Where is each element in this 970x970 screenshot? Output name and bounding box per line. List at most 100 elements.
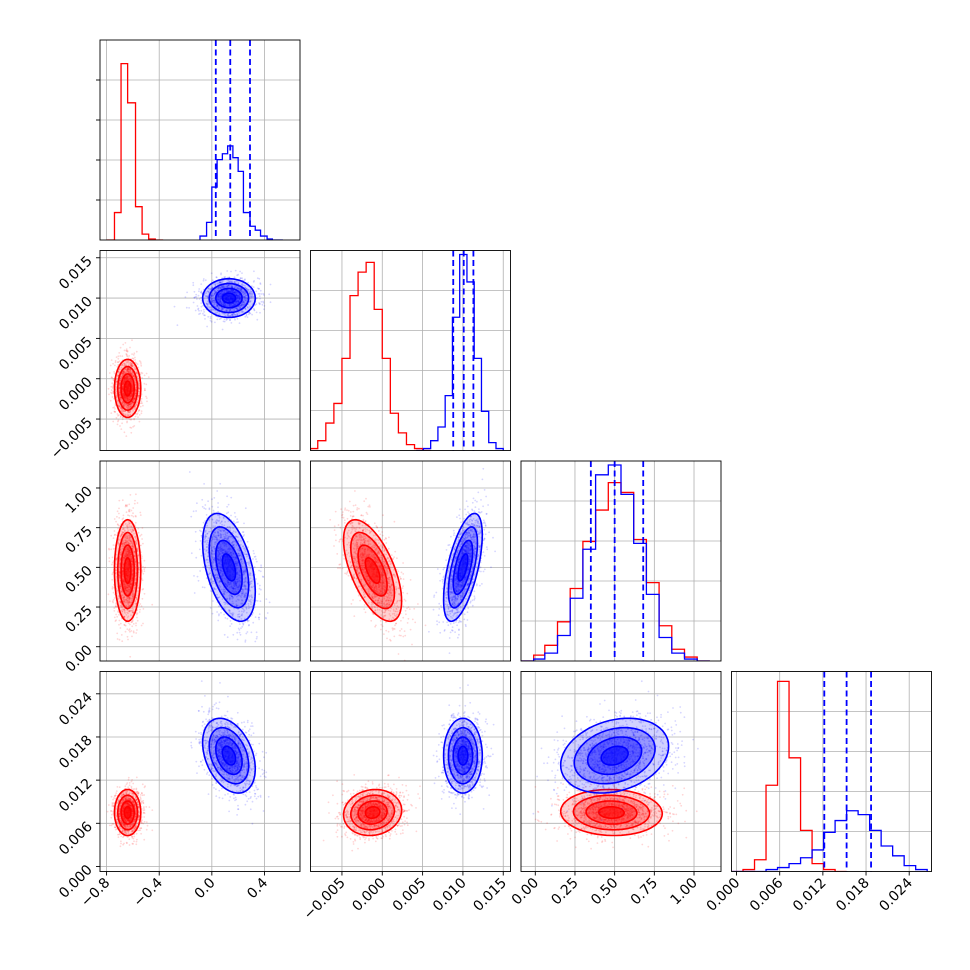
sample-point (140, 402, 143, 404)
sample-point (184, 296, 187, 299)
sample-point (210, 294, 213, 296)
sample-point (233, 280, 236, 283)
sample-point (223, 313, 226, 315)
sample-point (130, 630, 133, 632)
sample-point (240, 304, 243, 306)
sample-point (115, 603, 118, 606)
sample-point (202, 278, 205, 280)
sample-point (118, 512, 120, 515)
sample-point (114, 408, 116, 410)
sample-point (130, 402, 133, 405)
sample-point (211, 297, 214, 300)
sample-point (123, 362, 126, 365)
sample-point (258, 293, 261, 295)
sample-point (226, 636, 229, 639)
sample-point (126, 368, 129, 370)
sample-point (234, 522, 236, 524)
sample-point (240, 311, 243, 313)
sample-point (134, 394, 137, 396)
sample-point (122, 372, 124, 375)
sample-point (128, 367, 131, 370)
sample-point (247, 289, 249, 291)
sample-point (220, 295, 223, 298)
sample-point (205, 292, 208, 295)
sample-point (110, 376, 113, 379)
sample-point (270, 668, 272, 670)
sample-point (236, 291, 238, 294)
sample-point (235, 307, 237, 309)
sample-point (126, 399, 129, 402)
sample-point (123, 396, 126, 398)
sample-point (195, 510, 198, 512)
sample-point (242, 303, 244, 306)
sample-point (226, 309, 229, 311)
sample-point (237, 308, 239, 311)
sample-point (205, 302, 208, 305)
sample-point (238, 301, 240, 303)
sample-point (239, 307, 242, 309)
sample-point (130, 362, 133, 365)
sample-point (110, 534, 113, 537)
sample-point (231, 313, 233, 316)
sample-point (127, 407, 130, 410)
sample-point (236, 296, 239, 298)
sample-point (121, 364, 124, 366)
sample-point (258, 302, 261, 305)
sample-point (122, 404, 125, 406)
sample-point (115, 380, 118, 383)
sample-point (235, 303, 238, 306)
sample-point (222, 304, 225, 307)
sample-point (219, 482, 222, 485)
sample-point (121, 364, 123, 367)
sample-point (247, 291, 250, 293)
sample-point (217, 287, 219, 289)
sample-point (232, 289, 235, 292)
sample-point (134, 407, 137, 410)
sample-point (231, 286, 234, 288)
sample-point (236, 296, 239, 299)
sample-point (231, 291, 234, 294)
sample-point (238, 300, 240, 302)
y-tick-label: 0.010 (56, 294, 96, 334)
sample-point (118, 517, 121, 519)
sample-point (121, 385, 124, 388)
sample-point (210, 288, 213, 291)
sample-point (130, 418, 133, 421)
sample-point (232, 309, 235, 312)
sample-point (145, 397, 148, 399)
sample-point (214, 292, 217, 294)
sample-point (211, 301, 214, 304)
sample-point (120, 398, 122, 401)
sample-point (147, 376, 150, 378)
sample-point (225, 309, 228, 312)
sample-point (125, 369, 128, 371)
sample-point (114, 411, 116, 413)
sample-point (239, 277, 242, 279)
histogram-series-1 (199, 145, 283, 240)
sample-point (142, 404, 144, 407)
sample-point (221, 290, 223, 293)
sample-point (249, 291, 251, 294)
sample-point (226, 304, 229, 306)
sample-point (237, 298, 240, 301)
sample-point (193, 290, 196, 293)
sample-point (135, 632, 138, 634)
sample-point (135, 389, 138, 391)
sample-point (214, 283, 217, 286)
sample-point (133, 395, 136, 398)
sample-point (130, 372, 132, 374)
sample-point (221, 307, 224, 310)
sample-point (235, 291, 238, 294)
sample-point (200, 283, 203, 285)
sample-point (200, 302, 203, 304)
sample-point (130, 363, 133, 366)
sample-point (131, 365, 134, 368)
sample-point (224, 303, 227, 306)
sample-point (116, 510, 119, 513)
sample-point (219, 282, 222, 285)
sample-point (217, 306, 220, 309)
sample-point (131, 353, 134, 355)
sample-point (118, 383, 121, 386)
sample-point (122, 383, 124, 385)
